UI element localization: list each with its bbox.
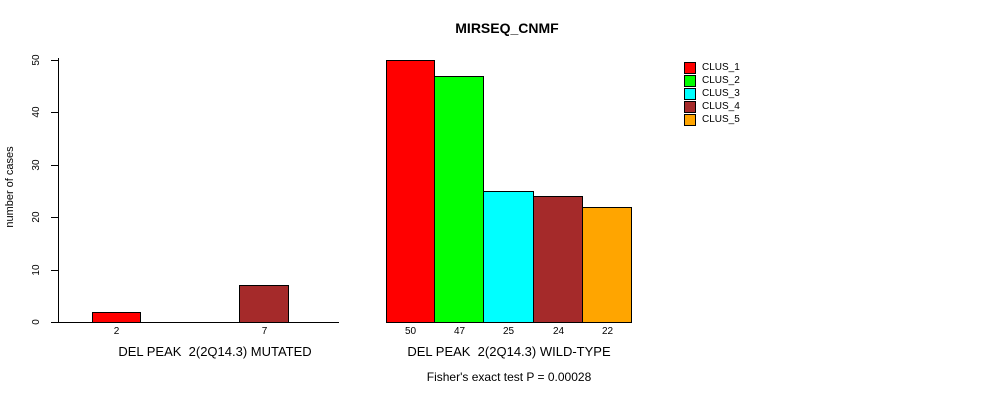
legend-swatch-CLUS_2 [684, 75, 696, 87]
y-tick-0 [51, 322, 58, 323]
legend-label-CLUS_1: CLUS_1 [702, 62, 740, 73]
bar-CLUS_4-wildtype [533, 196, 583, 323]
y-tick-label-10: 10 [31, 264, 42, 276]
group-label-wildtype: DEL PEAK 2(2Q14.3) WILD-TYPE [407, 344, 611, 359]
bar-value-label-CLUS_5-wildtype: 22 [601, 326, 614, 337]
legend-label-CLUS_5: CLUS_5 [702, 114, 740, 125]
x-axis-line-mutated [58, 322, 339, 323]
bar-value-label-CLUS_1-mutated: 2 [113, 326, 120, 337]
bar-value-label-CLUS_2-wildtype: 47 [453, 326, 466, 337]
legend-swatch-CLUS_3 [684, 88, 696, 100]
y-tick-50 [51, 60, 58, 61]
y-tick-30 [51, 165, 58, 166]
bar-CLUS_1-wildtype [386, 60, 435, 323]
y-tick-10 [51, 270, 58, 271]
annotation-fisher: Fisher's exact test P = 0.00028 [426, 370, 592, 384]
legend-swatch-CLUS_5 [684, 114, 696, 126]
legend-label-CLUS_3: CLUS_3 [702, 88, 740, 99]
bar-value-label-CLUS_4-wildtype: 24 [552, 326, 565, 337]
chart-title: MIRSEQ_CNMF [455, 20, 559, 36]
bar-CLUS_2-wildtype [434, 76, 484, 323]
y-axis-label: number of cases [4, 146, 16, 228]
legend-label-CLUS_4: CLUS_4 [702, 101, 740, 112]
bar-value-label-CLUS_3-wildtype: 25 [502, 326, 515, 337]
y-tick-label-50: 50 [31, 54, 42, 66]
y-tick-label-30: 30 [31, 159, 42, 171]
y-tick-label-40: 40 [31, 106, 42, 118]
bar-CLUS_1-mutated [92, 312, 141, 323]
bar-value-label-CLUS_1-wildtype: 50 [404, 326, 417, 337]
y-tick-40 [51, 112, 58, 113]
y-tick-label-0: 0 [31, 319, 42, 325]
bar-CLUS_5-wildtype [582, 207, 632, 323]
y-axis-line [58, 58, 59, 323]
y-tick-label-20: 20 [31, 211, 42, 223]
group-label-mutated: DEL PEAK 2(2Q14.3) MUTATED [118, 344, 312, 359]
y-tick-20 [51, 217, 58, 218]
legend-label-CLUS_2: CLUS_2 [702, 75, 740, 86]
legend-swatch-CLUS_1 [684, 62, 696, 74]
legend-swatch-CLUS_4 [684, 101, 696, 113]
bar-value-label-CLUS_4-mutated: 7 [261, 326, 268, 337]
bar-CLUS_4-mutated [239, 285, 289, 323]
bar-CLUS_3-wildtype [483, 191, 534, 323]
